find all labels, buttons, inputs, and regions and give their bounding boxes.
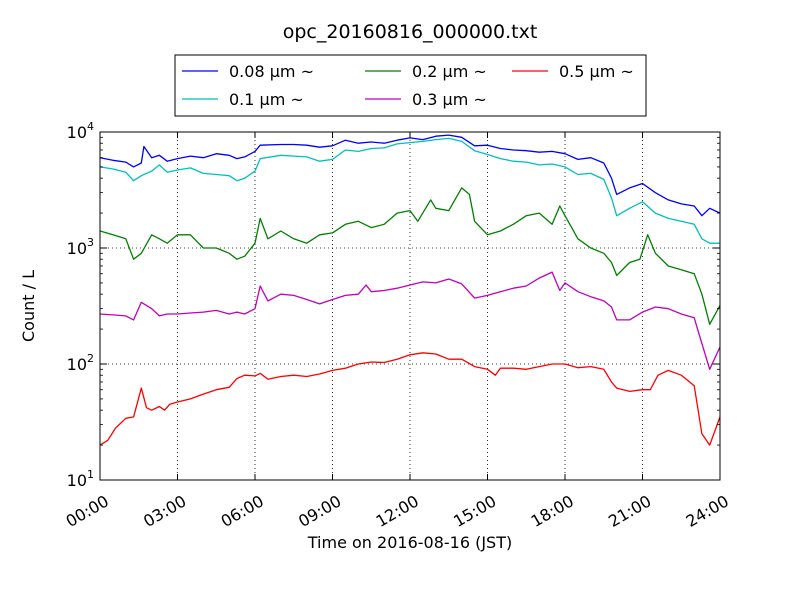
series-line-1 (100, 137, 720, 244)
legend-label: 0.1 μm ~ (229, 90, 304, 109)
y-tick-label: 103 (67, 236, 94, 258)
x-tick-label: 00:00 (63, 491, 112, 531)
chart-title: opc_20160816_000000.txt (283, 21, 538, 43)
x-tick-label: 06:00 (218, 491, 267, 531)
x-tick-label: 15:00 (450, 491, 499, 531)
legend-label: 0.3 μm ~ (412, 90, 487, 109)
x-tick-label: 12:00 (373, 491, 422, 531)
x-tick-label: 03:00 (140, 491, 189, 531)
x-tick-labels: 00:00 03:00 06:00 09:00 12:00 15:00 18:00 21:00… (63, 491, 732, 531)
legend-box (174, 54, 647, 117)
y-tick-labels: 101 102 103 104 (67, 120, 94, 490)
y-tick-label: 101 (67, 468, 94, 490)
grid (100, 132, 720, 480)
legend-label: 0.08 μm ~ (229, 62, 314, 81)
y-axis-label: Count / L (19, 270, 38, 342)
legend: 0.08 μm ~ 0.1 μm ~ 0.2 μm ~ 0.3 μm ~ 0.5 μm … (174, 54, 647, 117)
series-line-3 (100, 271, 720, 370)
series-layer (100, 134, 720, 446)
series-line-4 (100, 352, 720, 446)
series-line-0 (100, 134, 720, 217)
x-tick-label: 24:00 (683, 491, 732, 531)
x-tick-label: 21:00 (605, 491, 654, 531)
legend-label: 0.5 μm ~ (559, 62, 634, 81)
ticks (99, 131, 721, 481)
x-tick-label: 09:00 (295, 491, 344, 531)
legend-label: 0.2 μm ~ (412, 62, 487, 81)
y-tick-label: 102 (67, 352, 94, 374)
y-tick-label: 104 (67, 120, 94, 142)
x-tick-label: 18:00 (528, 491, 577, 531)
x-axis-label: Time on 2016-08-16 (JST) (307, 533, 512, 552)
series-line-2 (100, 187, 720, 325)
